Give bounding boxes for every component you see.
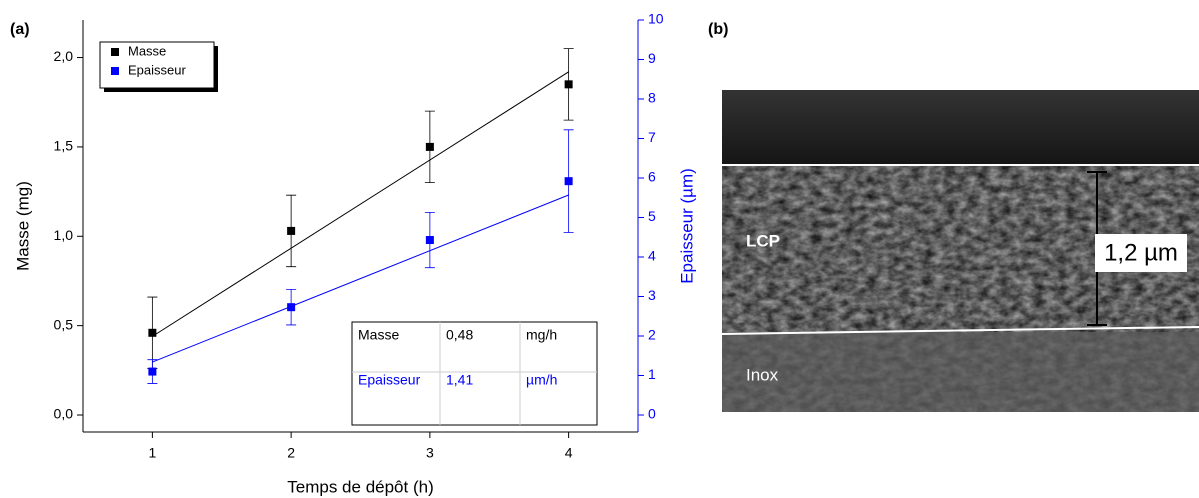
y2-tick-label: 5 (648, 208, 656, 224)
y-tick-label: 2,0 (54, 48, 74, 64)
legend-label: Epaisseur (128, 62, 186, 77)
point (148, 328, 157, 337)
x-axis-label: Temps de dépôt (h) (287, 477, 433, 496)
y2-tick-label: 0 (648, 406, 656, 422)
y2-tick-label: 4 (648, 248, 656, 264)
table-cell: mg/h (526, 327, 557, 343)
y2-axis-label: Epaisseur (µm) (677, 168, 696, 284)
table-cell: 1,41 (446, 372, 473, 388)
y-tick-label: 1,5 (54, 138, 74, 154)
y-tick-label: 0,0 (54, 406, 74, 422)
point (425, 142, 434, 151)
top-layer (722, 90, 1199, 165)
x-tick-label: 4 (565, 445, 573, 461)
point (287, 303, 296, 312)
layer-label: LCP (746, 231, 780, 250)
y2-tick-label: 1 (648, 366, 656, 382)
point (564, 177, 573, 186)
scale-label: 1,2 µm (1104, 239, 1178, 266)
y2-tick-label: 7 (648, 129, 656, 145)
table-cell: 0,48 (446, 327, 473, 343)
y-tick-label: 0,5 (54, 316, 74, 332)
x-tick-label: 3 (426, 445, 434, 461)
y2-tick-label: 3 (648, 287, 656, 303)
panel-label: (b) (708, 21, 728, 38)
table-cell: µm/h (526, 372, 557, 388)
y2-tick-label: 8 (648, 90, 656, 106)
point (148, 367, 157, 376)
boundary (721, 326, 1199, 335)
legend-marker (111, 48, 119, 56)
y-tick-label: 1,0 (54, 227, 74, 243)
legend-marker (111, 67, 119, 75)
x-tick-label: 2 (287, 445, 295, 461)
plot: 1 2 3 4 0,0 0,5 1,0 1,5 2,0 0 1 2 3 4 5 6 7 8 9 10 Temps de … (13, 11, 696, 497)
table-cell: Epaisseur (358, 372, 421, 388)
point (287, 226, 296, 235)
point (564, 80, 573, 89)
scale-label-box (1095, 234, 1187, 272)
fit-line (152, 194, 569, 363)
sem-image: 1,2 µm LCP Inox (721, 90, 1199, 412)
layer-label: Inox (746, 365, 779, 384)
x-tick-label: 1 (148, 445, 156, 461)
point (425, 236, 434, 245)
y2-tick-label: 10 (648, 11, 664, 27)
fit-line (152, 71, 569, 337)
panel-label: (a) (10, 21, 30, 38)
inox-texture (722, 332, 1199, 412)
y2-tick-label: 2 (648, 327, 656, 343)
y2-tick-label: 9 (648, 50, 656, 66)
fit-table (351, 321, 598, 426)
y2-tick-label: 6 (648, 169, 656, 185)
legend-label: Masse (128, 43, 166, 58)
table-cell: Masse (358, 327, 399, 343)
y-axis-label: Masse (mg) (13, 181, 32, 271)
